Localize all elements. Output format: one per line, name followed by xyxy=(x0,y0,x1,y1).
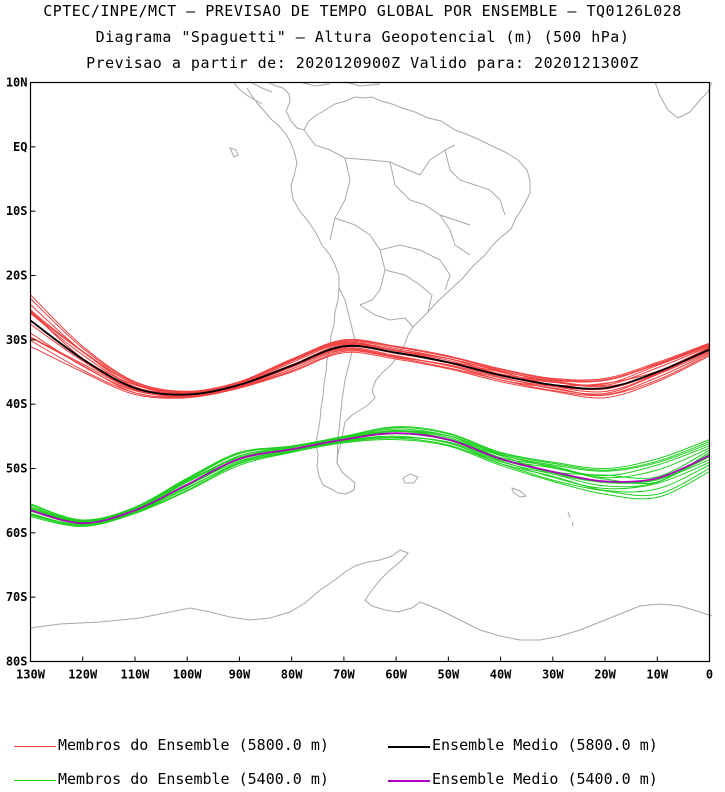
lon-tick-label: 130W xyxy=(16,668,46,682)
central-america-coastline xyxy=(229,81,381,158)
lat-tick-label: 80S xyxy=(6,655,28,669)
lon-tick-label: 100W xyxy=(173,668,203,682)
lat-tick-label: 50S xyxy=(6,462,28,476)
lat-tick-label: 10S xyxy=(6,204,28,218)
map-frame xyxy=(29,81,711,663)
lat-tick-label: EQ xyxy=(13,140,27,154)
lon-tick-label: 0 xyxy=(706,668,713,682)
lon-tick-label: 120W xyxy=(68,668,98,682)
south-america-coastline xyxy=(246,81,531,495)
ensemble-member-line-5800-12 xyxy=(30,304,710,393)
lon-tick-label: 70W xyxy=(333,668,355,682)
legend-label-mean-5800: Ensemble Medio (5800.0 m) xyxy=(432,736,658,754)
lat-tick-label: 70S xyxy=(6,590,28,604)
lon-tick-label: 110W xyxy=(121,668,151,682)
lat-tick-label: 10N xyxy=(6,76,28,90)
lat-tick-label: 60S xyxy=(6,526,28,540)
coastline-layer xyxy=(29,81,713,641)
legend-label-mean-5400: Ensemble Medio (5400.0 m) xyxy=(432,770,658,788)
ensemble-member-line-5800-10 xyxy=(30,312,710,394)
ensemble-member-line-5400-1 xyxy=(30,438,710,527)
ensemble-member-line-5800-14 xyxy=(30,294,710,392)
ensemble-member-line-5400-11 xyxy=(30,430,710,522)
legend-swatch-mean-5800 xyxy=(388,746,430,748)
lon-tick-label: 60W xyxy=(385,668,407,682)
figure-subtitle: Diagrama "Spaguetti" — Altura Geopotenci… xyxy=(95,28,630,46)
lon-tick-label: 90W xyxy=(229,668,251,682)
ensemble-member-line-5800-1 xyxy=(30,345,710,399)
legend-label-members-5400: Membros do Ensemble (5400.0 m) xyxy=(58,770,329,788)
antarctica-coastline xyxy=(29,549,713,641)
plot-border xyxy=(29,81,711,663)
lat-tick-label: 20S xyxy=(6,269,28,283)
lon-tick-label: 30W xyxy=(542,668,564,682)
legend-swatch-members-5400 xyxy=(14,780,56,781)
south-sandwich-islands xyxy=(567,511,574,527)
ensemble-mean-line-5400 xyxy=(30,432,710,525)
legend-label-members-5800: Membros do Ensemble (5800.0 m) xyxy=(58,736,329,754)
falkland-islands xyxy=(402,473,419,484)
ensemble-member-line-5400-14 xyxy=(30,426,710,521)
south-georgia xyxy=(511,487,528,498)
lat-tick-label: 40S xyxy=(6,397,28,411)
lon-tick-label: 40W xyxy=(490,668,512,682)
ensemble-mean-line-5800 xyxy=(29,319,710,396)
africa-coastline xyxy=(654,81,713,119)
lat-tick-label: 30S xyxy=(6,333,28,347)
forecast-dates: Previsao a partir de: 2020120900Z Valido… xyxy=(86,54,639,72)
ensemble-member-line-5800-4 xyxy=(30,336,710,398)
ensemble-member-line-5400-12 xyxy=(30,428,710,522)
ensemble-curves-layer xyxy=(29,294,710,527)
country-borders xyxy=(303,129,506,464)
legend-swatch-mean-5400 xyxy=(388,780,430,782)
figure-title: CPTEC/INPE/MCT — PREVISAO DE TEMPO GLOBA… xyxy=(43,2,682,20)
lon-tick-label: 80W xyxy=(281,668,303,682)
legend-swatch-members-5800 xyxy=(14,746,56,747)
lon-tick-label: 20W xyxy=(594,668,616,682)
ensemble-member-line-5400-13 xyxy=(30,427,710,521)
lon-tick-label: 10W xyxy=(646,668,668,682)
ensemble-member-line-5800-13 xyxy=(30,298,710,393)
lon-tick-label: 50W xyxy=(438,668,460,682)
